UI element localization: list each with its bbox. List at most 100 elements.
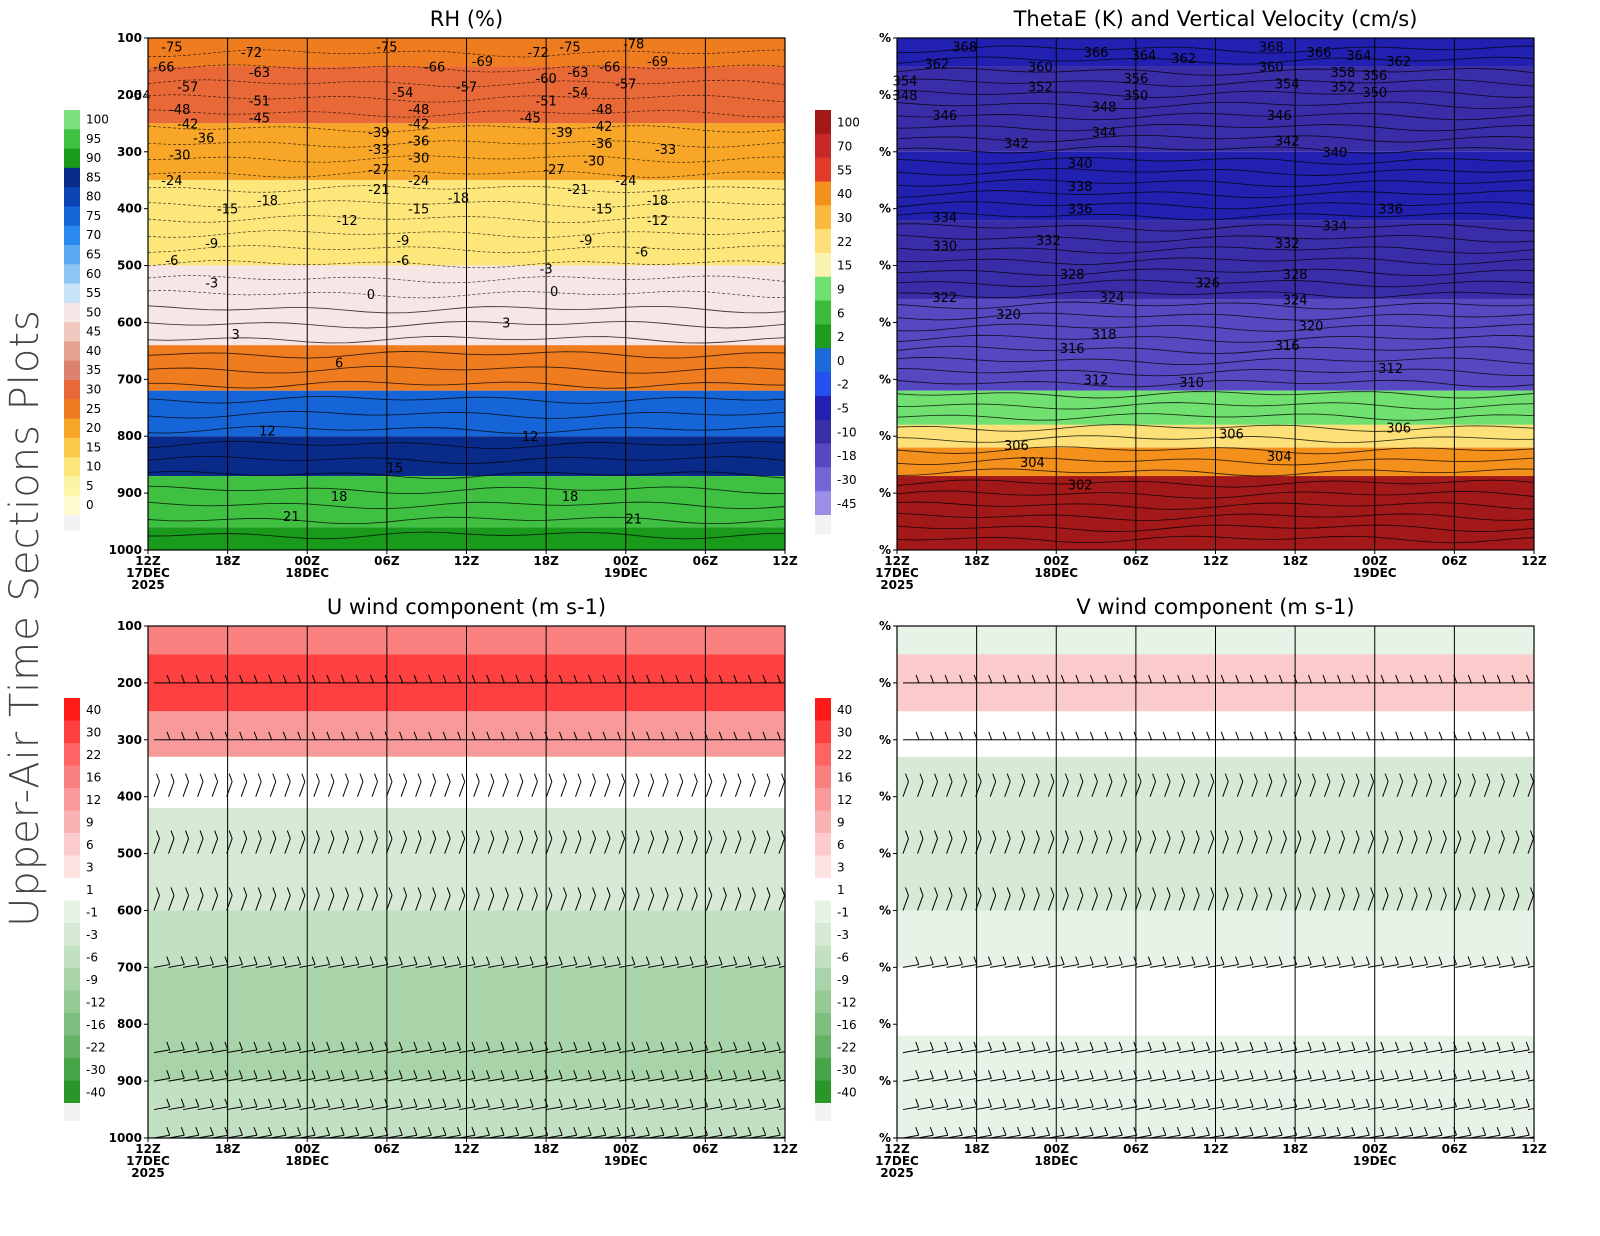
thetae-y-tick-label: % bbox=[879, 259, 891, 273]
uwind-wind-barb bbox=[604, 1041, 621, 1054]
uwind-wind-barb bbox=[168, 731, 186, 741]
uwind-wind-barb bbox=[241, 1070, 258, 1082]
uwind-wind-barb bbox=[487, 830, 495, 854]
uwind-wind-barb bbox=[589, 773, 596, 797]
rh-contour-line bbox=[148, 200, 785, 208]
uwind-wind-barb bbox=[255, 1098, 272, 1111]
uwind-wind-barb bbox=[647, 887, 655, 911]
vwind-wind-barb bbox=[1193, 773, 1200, 797]
vwind-wind-barb bbox=[1222, 1070, 1239, 1082]
vwind-wind-barb bbox=[1004, 830, 1011, 854]
uwind-wind-barb bbox=[545, 830, 553, 854]
vwind-wind-barb bbox=[1382, 1041, 1399, 1054]
thetae-chart: ThetaE (K) and Vertical Velocity (cm/s) 3… bbox=[815, 7, 1547, 592]
vwind-wind-barb bbox=[1019, 1098, 1036, 1111]
vwind-wind-barb bbox=[1033, 1098, 1051, 1111]
uwind-wind-barb bbox=[575, 773, 582, 797]
uwind-wind-barb bbox=[458, 887, 466, 911]
rh-contour-label: -42 bbox=[408, 117, 429, 132]
uwind-wind-barb bbox=[619, 1041, 636, 1054]
uwind-wind-barb bbox=[327, 773, 335, 797]
uwind-wind-barb bbox=[604, 773, 611, 797]
uwind-wind-barb bbox=[168, 887, 175, 911]
svg-text:324: 324 bbox=[1100, 291, 1125, 306]
vwind-y-tick-label: % bbox=[879, 676, 891, 690]
rh-contour-line bbox=[148, 215, 785, 224]
svg-text:306: 306 bbox=[1004, 439, 1029, 454]
uwind-wind-barb bbox=[342, 731, 360, 741]
uwind-x-tick-label: 00Z bbox=[613, 1142, 639, 1156]
svg-text:-21: -21 bbox=[567, 183, 588, 198]
uwind-wind-barb bbox=[458, 773, 466, 797]
uwind-wind-barb bbox=[488, 674, 505, 684]
vwind-y-tick-label: % bbox=[879, 790, 891, 804]
uwind-wind-barb bbox=[386, 1070, 403, 1082]
uwind-wind-barb bbox=[342, 1041, 360, 1054]
vwind-wind-barb bbox=[1294, 830, 1302, 854]
thetae-colorbar-swatch bbox=[815, 348, 831, 373]
uwind-wind-barb bbox=[168, 773, 175, 797]
uwind-wind-barb bbox=[357, 1098, 374, 1111]
vwind-x-tick-label: 18Z bbox=[1282, 1142, 1308, 1156]
thetae-y-tick-label: % bbox=[879, 88, 891, 102]
uwind-wind-barb bbox=[560, 887, 567, 911]
vwind-wind-barb bbox=[1324, 956, 1341, 968]
vwind-wind-barb bbox=[1411, 1098, 1428, 1111]
rh-colorbar-swatch bbox=[64, 380, 80, 400]
rh-x-tick-label: 12Z bbox=[772, 554, 798, 568]
vwind-wind-barb bbox=[1469, 1098, 1487, 1111]
svg-text:326: 326 bbox=[1195, 277, 1220, 292]
rh-colorbar-swatch bbox=[64, 322, 80, 342]
vwind-wind-barb bbox=[1004, 731, 1022, 741]
uwind-wind-barb bbox=[677, 956, 694, 968]
svg-text:-15: -15 bbox=[591, 203, 612, 218]
uwind-wind-barb bbox=[255, 773, 262, 797]
uwind-wind-barb bbox=[269, 773, 277, 797]
uwind-colorbar-label: -3 bbox=[86, 928, 98, 942]
uwind-wind-barb bbox=[749, 887, 756, 911]
uwind-wind-barb bbox=[197, 887, 204, 911]
uwind-wind-barb bbox=[531, 887, 538, 911]
svg-text:3: 3 bbox=[231, 328, 239, 343]
vwind-wind-barb bbox=[1222, 1041, 1239, 1054]
vwind-wind-barb bbox=[1018, 773, 1026, 797]
rh-colorbar-label: 25 bbox=[86, 402, 101, 416]
uwind-wind-barb bbox=[575, 674, 592, 684]
thetae-contour-label: 330 bbox=[932, 240, 957, 255]
thetae-colorbar-label: 6 bbox=[837, 306, 845, 320]
vwind-wind-barb bbox=[1004, 1098, 1021, 1111]
uwind-wind-barb bbox=[153, 1070, 171, 1082]
thetae-x-tick-label: 12Z bbox=[1521, 554, 1547, 568]
rh-contour-label: 18 bbox=[331, 490, 348, 505]
vwind-wind-barb bbox=[1135, 1041, 1152, 1054]
vwind-wind-barb bbox=[1498, 1098, 1516, 1111]
vwind-wind-barb bbox=[1440, 887, 1447, 911]
rh-contour-label: -45 bbox=[249, 112, 270, 127]
rh-title: RH (%) bbox=[430, 7, 503, 31]
vwind-wind-barb bbox=[1004, 773, 1011, 797]
svg-text:-15: -15 bbox=[408, 203, 429, 218]
vwind-wind-barb bbox=[1019, 1041, 1036, 1054]
uwind-colorbar-swatch bbox=[64, 990, 80, 1014]
vwind-wind-barb bbox=[975, 674, 993, 684]
thetae-colorbar-swatch bbox=[815, 181, 831, 206]
uwind-wind-barb bbox=[604, 956, 621, 968]
uwind-wind-barb bbox=[589, 956, 607, 968]
rh-contour-label: -69 bbox=[647, 55, 668, 70]
uwind-wind-barb bbox=[648, 731, 665, 741]
vwind-wind-barb bbox=[931, 887, 939, 911]
rh-contour-label: -45 bbox=[520, 112, 541, 127]
vwind-wind-barb bbox=[1164, 1098, 1181, 1111]
uwind-year-label: 2025 bbox=[131, 1166, 164, 1180]
uwind-wind-barb bbox=[763, 773, 771, 797]
vwind-wind-barb bbox=[975, 731, 993, 741]
vwind-wind-barb bbox=[1426, 1098, 1443, 1111]
uwind-wind-barb bbox=[357, 773, 364, 797]
thetae-colorbar-label: 15 bbox=[837, 259, 852, 273]
vwind-wind-barb bbox=[931, 1070, 949, 1082]
rh-contour-label: -36 bbox=[591, 137, 612, 152]
uwind-wind-barb bbox=[270, 1098, 287, 1111]
rh-contour-label: 15 bbox=[387, 462, 404, 477]
thetae-colorbar-swatch bbox=[815, 324, 831, 349]
svg-text:-21: -21 bbox=[368, 183, 389, 198]
